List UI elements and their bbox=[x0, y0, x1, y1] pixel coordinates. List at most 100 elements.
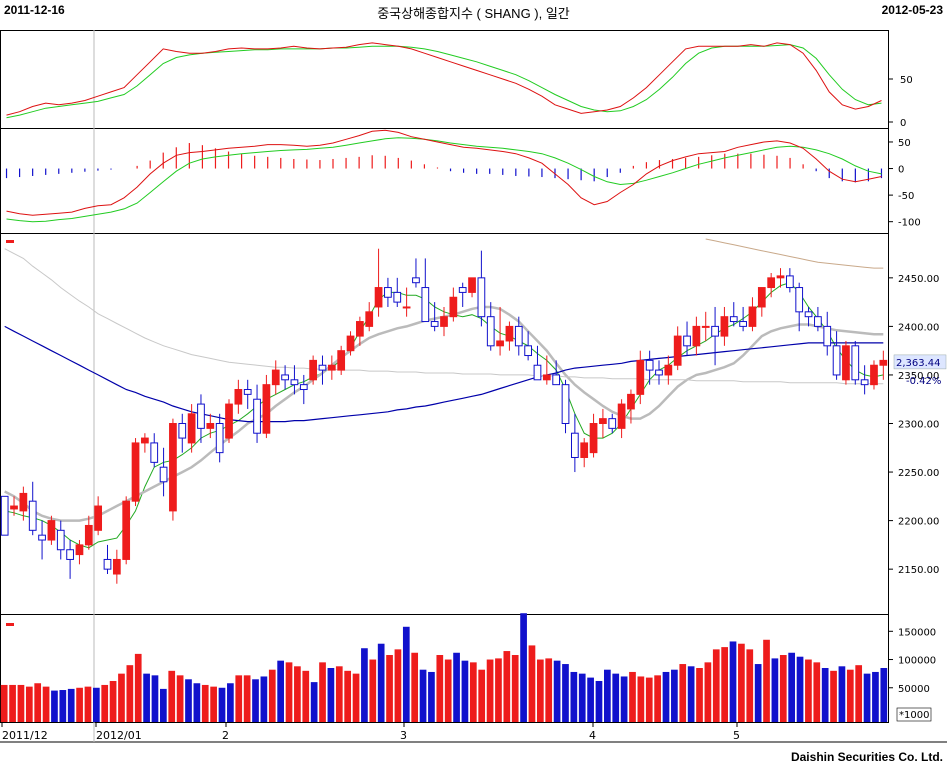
candle-body bbox=[533, 364, 542, 381]
candle-body bbox=[496, 340, 504, 347]
volume-bar bbox=[771, 658, 779, 722]
volume-bar bbox=[805, 659, 812, 722]
candle-body bbox=[552, 374, 561, 386]
candle-body bbox=[337, 350, 346, 371]
volume-bar bbox=[344, 670, 352, 722]
volume-legend-marker bbox=[6, 623, 14, 626]
candle-body bbox=[281, 374, 289, 381]
end-date: 2012-05-23 bbox=[881, 3, 943, 17]
price-tick-label: 2250.00 bbox=[898, 468, 939, 479]
chart-title: 중국상해종합지수 ( SHANG ), 일간 bbox=[377, 6, 570, 21]
volume-bar bbox=[185, 679, 192, 722]
volume-bar bbox=[268, 669, 276, 722]
volume-bar bbox=[729, 641, 737, 722]
macd-signal-line bbox=[6, 137, 882, 223]
x-axis-label: 2011/12 bbox=[2, 729, 48, 742]
company-footer: Daishin Securities Co. Ltd. bbox=[790, 750, 943, 764]
candle-body bbox=[468, 277, 476, 293]
volume-bar bbox=[218, 687, 226, 722]
candle-body bbox=[720, 316, 729, 337]
candle-body bbox=[215, 423, 224, 454]
volume-bar bbox=[210, 686, 217, 722]
volume-bar bbox=[118, 673, 125, 722]
volume-bar bbox=[838, 666, 846, 722]
x-axis-label: 3 bbox=[400, 729, 407, 742]
candle-body bbox=[860, 379, 869, 386]
volume-bar bbox=[654, 675, 661, 722]
volume-bar bbox=[419, 669, 427, 722]
candle-body bbox=[412, 277, 420, 284]
candle-body bbox=[346, 335, 355, 352]
volume-bar bbox=[595, 680, 603, 722]
candle-body bbox=[589, 423, 598, 454]
volume-bar bbox=[143, 673, 150, 722]
candle-body bbox=[262, 384, 271, 434]
volume-bar bbox=[151, 675, 159, 722]
volume-bar bbox=[813, 662, 821, 722]
volume-bar bbox=[863, 673, 871, 722]
volume-bar bbox=[478, 669, 486, 722]
candle-body bbox=[159, 466, 168, 483]
candle-body bbox=[253, 398, 261, 434]
volume-unit-label: *1000 bbox=[899, 710, 929, 721]
volume-bar bbox=[520, 613, 527, 722]
volume-bar bbox=[9, 684, 16, 722]
candle-body bbox=[112, 558, 121, 575]
volume-bar bbox=[746, 649, 754, 722]
price-tick-label: 2350.00 bbox=[898, 371, 939, 382]
volume-bar bbox=[294, 666, 301, 722]
candle-body bbox=[477, 277, 486, 318]
volume-bar bbox=[428, 671, 435, 722]
volume-bar bbox=[637, 676, 645, 722]
volume-bar bbox=[252, 679, 259, 722]
candle-body bbox=[804, 311, 813, 318]
volume-bar bbox=[662, 671, 670, 722]
candle-body bbox=[309, 359, 318, 381]
candle-body bbox=[458, 287, 467, 293]
volume-bar bbox=[562, 664, 569, 722]
candle-body bbox=[570, 432, 579, 458]
candle-body bbox=[879, 359, 888, 366]
volume-bar bbox=[763, 639, 770, 722]
volume-unit-box bbox=[896, 707, 932, 722]
panel-frame-price bbox=[0, 233, 889, 615]
last-price-label: 2,363.44 bbox=[896, 358, 941, 369]
candle-body bbox=[150, 442, 159, 463]
volume-bar bbox=[830, 670, 837, 722]
candle-body bbox=[757, 287, 766, 308]
macd-tick-label: 0 bbox=[898, 165, 904, 176]
panel-frame-vol bbox=[0, 614, 889, 723]
volume-bar bbox=[76, 687, 83, 722]
volume-bar bbox=[285, 662, 293, 722]
volume-bar bbox=[436, 655, 444, 722]
macd-line bbox=[6, 129, 882, 216]
volume-bar bbox=[495, 658, 502, 722]
volume-bar bbox=[134, 653, 142, 722]
macd-tick-label: -100 bbox=[898, 218, 921, 229]
volume-bar bbox=[779, 655, 787, 722]
x-axis-label: 2 bbox=[222, 729, 229, 742]
volume-bar bbox=[34, 683, 42, 722]
candle-body bbox=[365, 311, 374, 327]
candle-body bbox=[823, 325, 832, 347]
moving-average-ma120 bbox=[4, 248, 884, 385]
volume-bar bbox=[386, 655, 393, 722]
volume-bar bbox=[721, 647, 728, 722]
candle-body bbox=[542, 374, 551, 381]
price-tick-label: 2400.00 bbox=[898, 322, 939, 333]
volume-bar bbox=[260, 676, 268, 722]
candle-body bbox=[561, 384, 570, 425]
volume-bar bbox=[461, 660, 469, 722]
volume-bar bbox=[578, 673, 586, 722]
candle-body bbox=[66, 549, 74, 560]
candle-body bbox=[776, 275, 785, 279]
candle-body bbox=[122, 500, 131, 560]
candle-body bbox=[636, 359, 645, 395]
candle-body bbox=[599, 418, 607, 425]
volume-bar bbox=[604, 669, 611, 722]
candle-body bbox=[505, 325, 514, 342]
volume-bar bbox=[84, 686, 92, 722]
volume-bar bbox=[486, 659, 494, 722]
volume-bar bbox=[201, 684, 209, 722]
volume-bar bbox=[352, 673, 360, 722]
